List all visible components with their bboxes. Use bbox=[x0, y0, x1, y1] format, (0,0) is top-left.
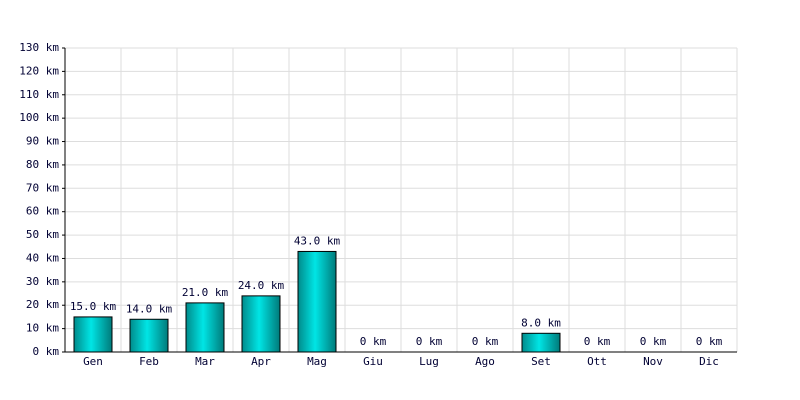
value-label: 43.0 km bbox=[294, 234, 341, 247]
y-tick-label: 10 km bbox=[26, 322, 59, 335]
x-tick-label: Mag bbox=[307, 355, 327, 368]
value-label: 0 km bbox=[416, 335, 443, 348]
value-label: 15.0 km bbox=[70, 300, 117, 313]
y-tick-label: 60 km bbox=[26, 205, 59, 218]
labels: 0 km 10 km 20 km 30 km 40 km 50 km 60 km 70 km 8… bbox=[19, 41, 722, 368]
y-tick-label: 110 km bbox=[19, 88, 59, 101]
value-label: 0 km bbox=[360, 335, 387, 348]
bar bbox=[521, 332, 561, 353]
value-label: 14.0 km bbox=[126, 302, 173, 315]
y-tick-label: 130 km bbox=[19, 41, 59, 54]
bar bbox=[129, 318, 169, 353]
value-label: 24.0 km bbox=[238, 279, 285, 292]
x-tick-label: Feb bbox=[139, 355, 159, 368]
x-tick-label: Ott bbox=[587, 355, 607, 368]
x-tick-label: Nov bbox=[643, 355, 663, 368]
y-tick-label: 30 km bbox=[26, 275, 59, 288]
y-tick-label: 70 km bbox=[26, 181, 59, 194]
value-label: 0 km bbox=[472, 335, 499, 348]
grid bbox=[62, 47, 738, 353]
bar bbox=[73, 316, 113, 353]
x-tick-label: Mar bbox=[195, 355, 215, 368]
x-tick-label: Set bbox=[531, 355, 551, 368]
bar bbox=[297, 250, 337, 353]
x-tick-label: Lug bbox=[419, 355, 439, 368]
x-tick-label: Apr bbox=[251, 355, 271, 368]
value-label: 21.0 km bbox=[182, 286, 229, 299]
x-tick-label: Giu bbox=[363, 355, 383, 368]
y-tick-label: 0 km bbox=[33, 345, 60, 358]
y-tick-label: 50 km bbox=[26, 228, 59, 241]
y-tick-label: 80 km bbox=[26, 158, 59, 171]
y-tick-label: 120 km bbox=[19, 64, 59, 77]
bar bbox=[241, 295, 281, 353]
value-label: 0 km bbox=[640, 335, 667, 348]
x-tick-label: Gen bbox=[83, 355, 103, 368]
bars bbox=[73, 250, 561, 353]
value-label: 0 km bbox=[696, 335, 723, 348]
value-label: 0 km bbox=[584, 335, 611, 348]
y-tick-label: 20 km bbox=[26, 298, 59, 311]
x-tick-label: Ago bbox=[475, 355, 495, 368]
x-tick-label: Dic bbox=[699, 355, 719, 368]
bar bbox=[185, 302, 225, 353]
y-tick-label: 40 km bbox=[26, 251, 59, 264]
y-tick-label: 90 km bbox=[26, 135, 59, 148]
y-tick-label: 100 km bbox=[19, 111, 59, 124]
value-label: 8.0 km bbox=[521, 316, 561, 329]
